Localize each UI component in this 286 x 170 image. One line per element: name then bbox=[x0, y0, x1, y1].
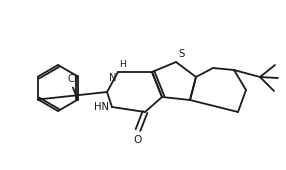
Text: S: S bbox=[178, 49, 184, 59]
Text: N: N bbox=[110, 73, 117, 83]
Text: HN: HN bbox=[94, 102, 109, 112]
Text: Cl: Cl bbox=[67, 74, 77, 84]
Text: O: O bbox=[134, 135, 142, 145]
Text: H: H bbox=[119, 60, 126, 69]
